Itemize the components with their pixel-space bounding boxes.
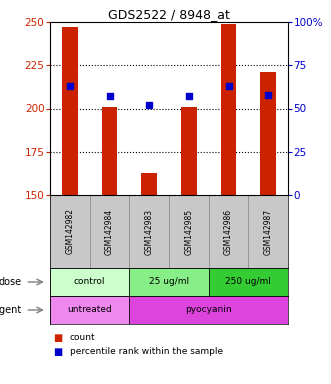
- Text: GSM142985: GSM142985: [184, 209, 193, 255]
- Text: GSM142987: GSM142987: [264, 209, 273, 255]
- Text: 250 ug/ml: 250 ug/ml: [225, 278, 271, 286]
- Bar: [102, 107, 118, 195]
- Text: GSM142984: GSM142984: [105, 209, 114, 255]
- Bar: [248, 195, 288, 268]
- Text: dose: dose: [0, 277, 22, 287]
- Text: pyocyanin: pyocyanin: [185, 306, 232, 314]
- Text: GSM142983: GSM142983: [145, 209, 154, 255]
- Point: [226, 83, 231, 89]
- Bar: [50, 268, 129, 296]
- Point: [67, 83, 72, 89]
- Bar: [209, 268, 288, 296]
- Bar: [209, 195, 248, 268]
- Text: 25 ug/ml: 25 ug/ml: [149, 278, 189, 286]
- Text: untreated: untreated: [67, 306, 112, 314]
- Text: count: count: [70, 333, 95, 343]
- Text: GSM142986: GSM142986: [224, 209, 233, 255]
- Bar: [141, 172, 157, 195]
- Text: ■: ■: [53, 333, 63, 343]
- Bar: [260, 72, 276, 195]
- Bar: [129, 268, 209, 296]
- Bar: [50, 195, 90, 268]
- Text: ■: ■: [53, 347, 63, 357]
- Title: GDS2522 / 8948_at: GDS2522 / 8948_at: [108, 8, 230, 21]
- Bar: [181, 107, 197, 195]
- Bar: [169, 195, 209, 268]
- Text: control: control: [74, 278, 105, 286]
- Point: [107, 93, 112, 99]
- Bar: [129, 296, 288, 324]
- Point: [186, 93, 191, 99]
- Bar: [129, 195, 169, 268]
- Bar: [90, 195, 129, 268]
- Bar: [50, 296, 129, 324]
- Point: [147, 102, 152, 108]
- Bar: [62, 27, 78, 195]
- Text: agent: agent: [0, 305, 22, 315]
- Point: [265, 92, 271, 98]
- Bar: [220, 24, 236, 195]
- Text: percentile rank within the sample: percentile rank within the sample: [70, 348, 223, 356]
- Text: GSM142982: GSM142982: [65, 209, 74, 255]
